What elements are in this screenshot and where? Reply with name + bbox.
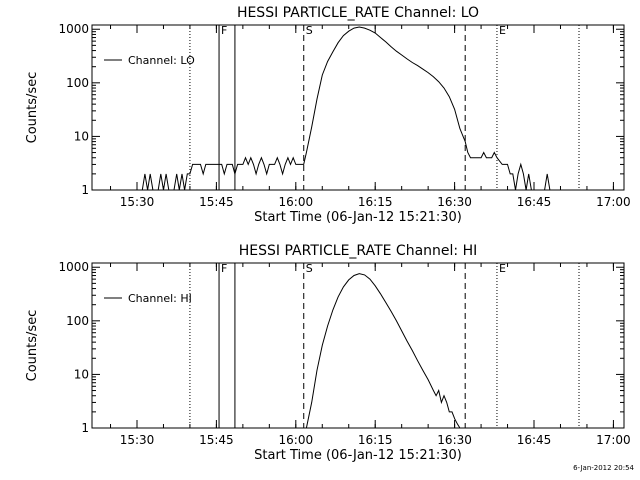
x-tick-label: 15:30 — [120, 195, 155, 209]
x-tick-label: 16:45 — [517, 195, 552, 209]
plot-frame — [91, 262, 625, 429]
marker-label-F: F — [221, 24, 227, 37]
y-tick-label: 100 — [66, 76, 89, 90]
marker-label-E: E — [499, 24, 506, 37]
x-tick-label: 17:00 — [596, 433, 631, 447]
y-tick-label: 100 — [66, 314, 89, 328]
chart-title: HESSI PARTICLE_RATE Channel: HI — [239, 243, 477, 259]
legend-label: Channel: HI — [128, 292, 192, 305]
series-line — [305, 273, 461, 429]
y-tick-label: 1000 — [58, 260, 89, 274]
y-tick-label: 1000 — [58, 22, 89, 36]
y-tick-label: 1 — [81, 421, 89, 435]
x-tick-label: 16:30 — [437, 433, 472, 447]
y-tick-label: 1 — [81, 183, 89, 197]
x-axis-label: Start Time (06-Jan-12 15:21:30) — [254, 448, 462, 463]
x-tick-label: 16:15 — [358, 433, 393, 447]
x-tick-label: 16:00 — [279, 433, 314, 447]
x-tick-label: 15:45 — [199, 195, 234, 209]
timestamp: 6-Jan-2012 20:54 — [573, 464, 634, 472]
chart-title: HESSI PARTICLE_RATE Channel: LO — [237, 5, 479, 21]
y-axis-label: Counts/sec — [25, 310, 40, 382]
x-axis-label: Start Time (06-Jan-12 15:21:30) — [254, 210, 462, 225]
legend-label: Channel: LO — [128, 54, 195, 67]
plot-frame — [91, 24, 625, 191]
x-tick-label: 15:30 — [120, 433, 155, 447]
marker-label-S: S — [306, 262, 313, 275]
marker-label-S: S — [306, 24, 313, 37]
y-tick-label: 10 — [74, 129, 89, 143]
x-tick-label: 16:45 — [517, 433, 552, 447]
y-axis-label: Counts/sec — [25, 72, 40, 144]
chart-panel-1: HESSI PARTICLE_RATE Channel: LO 15:30 15:4… — [25, 5, 631, 225]
marker-label-E: E — [499, 262, 506, 275]
x-tick-label: 15:45 — [199, 433, 234, 447]
x-tick-label: 16:00 — [279, 195, 314, 209]
x-tick-label: 16:15 — [358, 195, 393, 209]
x-tick-label: 17:00 — [596, 195, 631, 209]
series-line — [141, 26, 551, 191]
marker-label-F: F — [221, 262, 227, 275]
chart-panel-2: HESSI PARTICLE_RATE Channel: HI 15:30 15:4… — [25, 243, 631, 463]
x-tick-label: 16:30 — [437, 195, 472, 209]
y-tick-label: 10 — [74, 367, 89, 381]
